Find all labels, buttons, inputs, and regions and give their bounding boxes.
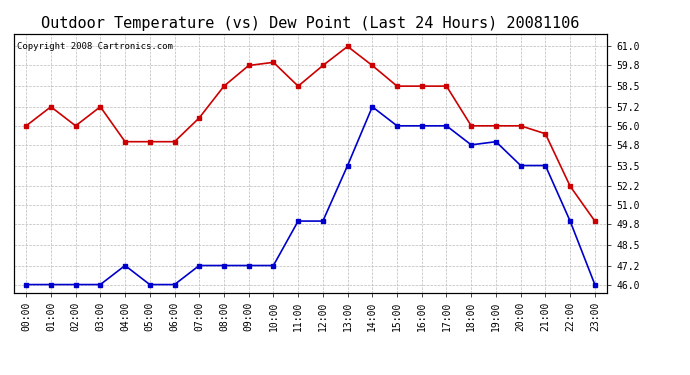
Title: Outdoor Temperature (vs) Dew Point (Last 24 Hours) 20081106: Outdoor Temperature (vs) Dew Point (Last… [41,16,580,31]
Text: Copyright 2008 Cartronics.com: Copyright 2008 Cartronics.com [17,42,172,51]
